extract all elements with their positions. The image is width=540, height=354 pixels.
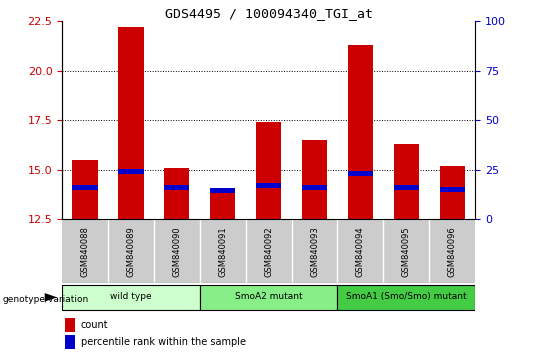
Text: SmoA1 (Smo/Smo) mutant: SmoA1 (Smo/Smo) mutant — [346, 292, 467, 301]
Text: SmoA2 mutant: SmoA2 mutant — [235, 292, 302, 301]
Title: GDS4495 / 100094340_TGI_at: GDS4495 / 100094340_TGI_at — [165, 7, 373, 20]
Bar — [65, 335, 75, 349]
Bar — [394, 144, 419, 219]
Text: GSM840090: GSM840090 — [172, 226, 181, 277]
Bar — [72, 160, 98, 219]
Bar — [118, 27, 144, 219]
Text: GSM840094: GSM840094 — [356, 226, 365, 277]
Text: wild type: wild type — [110, 292, 152, 301]
Bar — [210, 188, 235, 193]
Bar — [302, 185, 327, 190]
Bar — [338, 285, 475, 310]
Text: percentile rank within the sample: percentile rank within the sample — [81, 337, 246, 347]
Polygon shape — [45, 293, 57, 302]
Bar — [302, 140, 327, 219]
Text: GSM840088: GSM840088 — [80, 226, 90, 277]
Bar — [256, 122, 281, 219]
Bar — [118, 170, 144, 175]
Text: genotype/variation: genotype/variation — [3, 295, 89, 304]
Text: count: count — [81, 320, 109, 330]
Bar — [394, 185, 419, 190]
Bar — [164, 168, 190, 219]
Text: GSM840093: GSM840093 — [310, 226, 319, 277]
Bar — [348, 45, 373, 219]
Bar — [210, 190, 235, 219]
Bar — [440, 187, 465, 192]
Bar — [200, 285, 338, 310]
Bar — [62, 285, 200, 310]
Bar — [65, 318, 75, 332]
Text: GSM840089: GSM840089 — [126, 226, 136, 277]
Text: GSM840091: GSM840091 — [218, 226, 227, 277]
Bar — [440, 166, 465, 219]
Bar — [72, 185, 98, 190]
Text: GSM840096: GSM840096 — [448, 226, 457, 277]
Text: GSM840092: GSM840092 — [264, 226, 273, 277]
Text: GSM840095: GSM840095 — [402, 226, 411, 277]
Bar — [348, 171, 373, 176]
Bar — [256, 183, 281, 188]
Bar — [164, 185, 190, 190]
